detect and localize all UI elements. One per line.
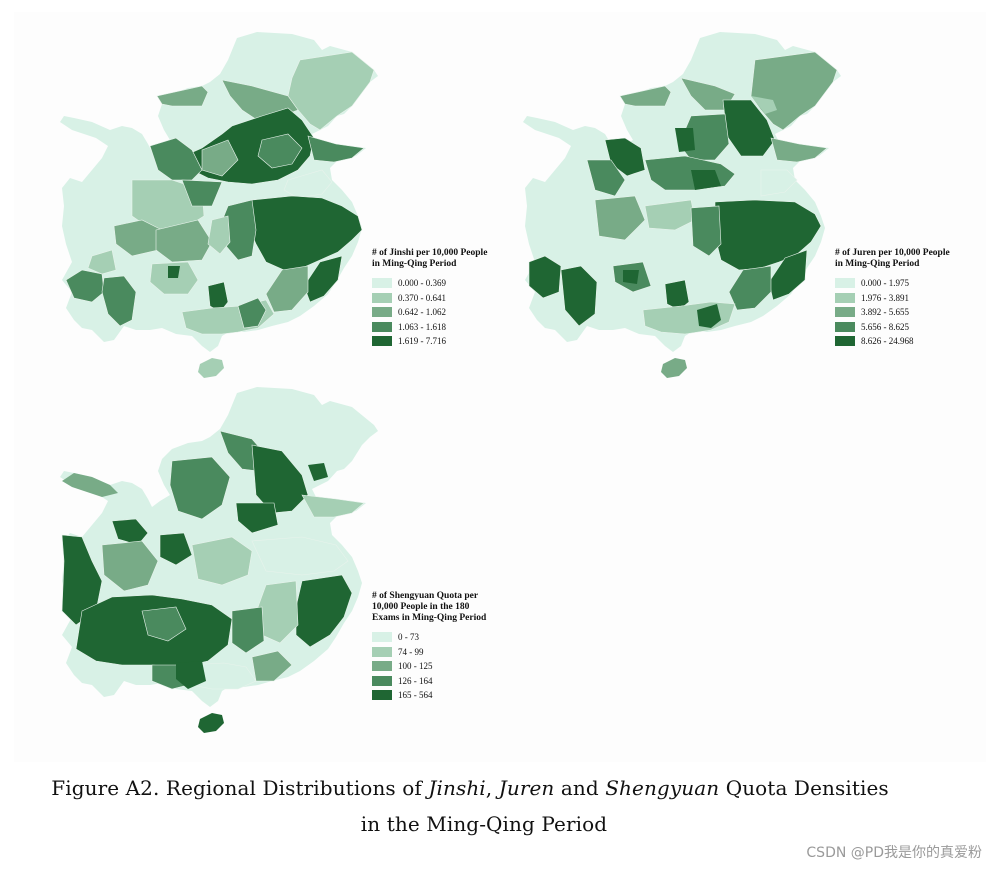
legend-row: 100 - 125 [372,659,486,674]
legend-row: 1.619 - 7.716 [372,334,487,349]
legend-label: 0.370 - 0.641 [398,292,446,303]
legend-swatch [372,646,392,657]
legend-swatch [372,292,392,303]
jinshi-map-panel [52,30,382,390]
legend-label: 1.063 - 1.618 [398,321,446,332]
legend-row: 126 - 164 [372,674,486,689]
legend-label: 8.626 - 24.968 [861,336,914,347]
watermark: CSDN @PD我是你的真爱粉 [806,845,982,861]
legend-swatch [372,690,392,701]
legend-swatch [835,292,855,303]
legend-swatch [372,661,392,672]
legend-row: 3.892 - 5.655 [835,305,950,320]
legend-swatch [835,307,855,318]
legend-title-line: in Ming-Qing Period [372,259,457,269]
caption-text: , [485,776,499,800]
legend-row: 0.000 - 1.975 [835,276,950,291]
legend-label: 0 - 73 [398,632,419,643]
legend-label: 5.656 - 8.625 [861,321,909,332]
legend-label: 0.000 - 1.975 [861,278,909,289]
legend-swatch [372,278,392,289]
caption-term-shengyuan: Shengyuan [605,776,720,800]
legend-swatch [835,321,855,332]
legend-row: 1.976 - 3.891 [835,291,950,306]
legend-row: 1.063 - 1.618 [372,320,487,335]
caption-term-jinshi: Jinshi [428,776,486,800]
legend-row: 0.370 - 0.641 [372,291,487,306]
legend-swatch [835,336,855,347]
juren-choropleth-map [523,32,841,378]
caption-text: and [554,776,606,800]
legend-label: 165 - 564 [398,690,433,701]
caption-term-juren: Juren [498,776,555,800]
juren-map-panel [515,30,845,390]
legend-swatch [372,336,392,347]
jinshi-legend-title: # of Jinshi per 10,000 People in Ming-Qi… [372,248,487,270]
legend-label: 126 - 164 [398,675,433,686]
legend-title-line: in Ming-Qing Period [835,259,920,269]
legend-label: 100 - 125 [398,661,433,672]
caption-text: Figure A2. Regional Distributions of [51,776,429,800]
legend-row: 0 - 73 [372,630,486,645]
jinshi-legend: # of Jinshi per 10,000 People in Ming-Qi… [372,248,487,349]
legend-swatch [372,307,392,318]
shengyuan-map-panel [52,385,382,745]
legend-label: 3.892 - 5.655 [861,307,909,318]
legend-label: 74 - 99 [398,646,424,657]
legend-title-line: 10,000 People in the 180 [372,602,470,612]
legend-label: 0.000 - 0.369 [398,278,446,289]
juren-legend: # of Juren per 10,000 People in Ming-Qin… [835,248,950,349]
legend-label: 1.619 - 7.716 [398,336,446,347]
legend-label: 1.976 - 3.891 [861,292,909,303]
shengyuan-legend: # of Shengyuan Quota per 10,000 People i… [372,591,486,703]
shengyuan-choropleth-map [60,387,378,733]
juren-legend-title: # of Juren per 10,000 People in Ming-Qin… [835,248,950,270]
jinshi-choropleth-map [60,32,378,378]
figure-caption: Figure A2. Regional Distributions of Jin… [0,776,940,800]
legend-swatch [372,632,392,643]
legend-title-line: # of Juren per 10,000 People [835,248,950,258]
legend-title-line: Exams in Ming-Qing Period [372,613,487,623]
shengyuan-legend-title: # of Shengyuan Quota per 10,000 People i… [372,591,486,624]
legend-row: 8.626 - 24.968 [835,334,950,349]
legend-row: 165 - 564 [372,688,486,703]
legend-row: 0.000 - 0.369 [372,276,487,291]
caption-text: Quota Densities [719,776,889,800]
legend-swatch [835,278,855,289]
legend-row: 5.656 - 8.625 [835,320,950,335]
legend-title-line: # of Shengyuan Quota per [372,591,479,601]
legend-label: 0.642 - 1.062 [398,307,446,318]
legend-title-line: # of Jinshi per 10,000 People [372,248,488,258]
figure-caption-line2: in the Ming-Qing Period [360,812,608,836]
legend-swatch [372,321,392,332]
legend-row: 0.642 - 1.062 [372,305,487,320]
legend-swatch [372,675,392,686]
legend-row: 74 - 99 [372,645,486,660]
